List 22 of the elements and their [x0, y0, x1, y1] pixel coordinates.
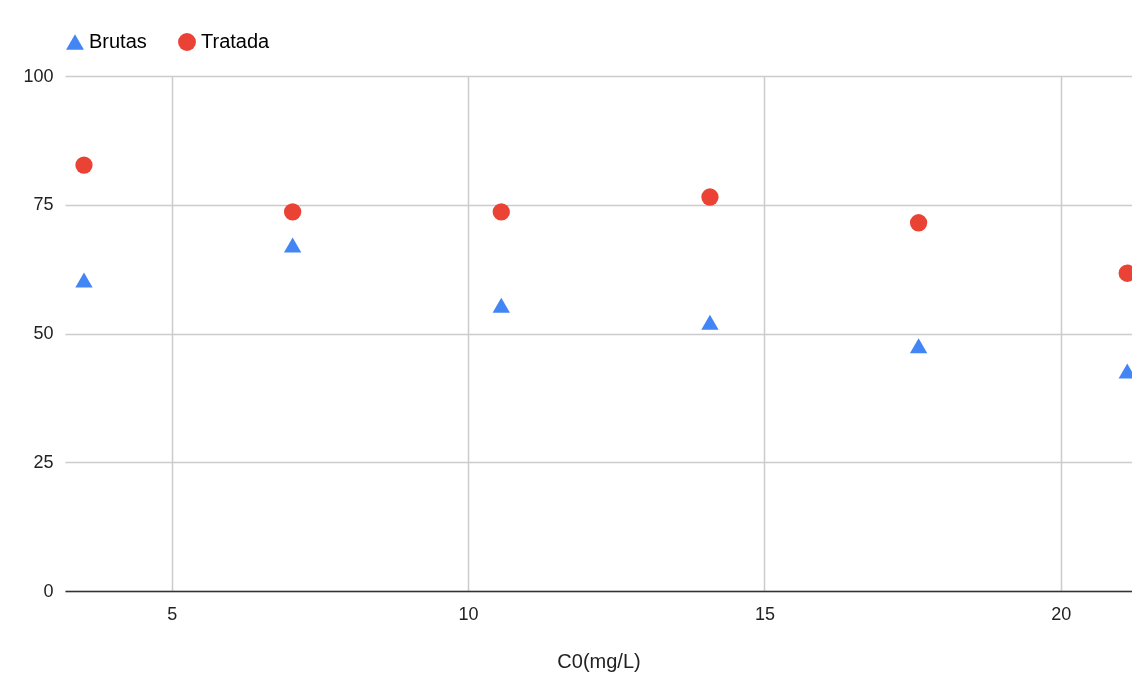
point	[283, 203, 302, 221]
y-tick-label: 25	[33, 451, 54, 472]
y-tick-label: 100	[23, 65, 54, 86]
point	[75, 156, 93, 174]
legend-label: Brutas	[89, 30, 147, 52]
x-tick-label: 5	[167, 603, 178, 624]
y-tick-label: 75	[33, 194, 54, 215]
x-axis-title: C0(mg/L)	[557, 649, 641, 672]
y-tick-label: 50	[33, 323, 54, 343]
point	[909, 338, 928, 354]
x-tick-label: 10	[458, 603, 479, 624]
point	[492, 203, 510, 221]
point	[701, 188, 719, 206]
point	[492, 297, 510, 313]
point	[283, 237, 302, 253]
legend-label: Tratada	[201, 30, 271, 52]
point	[701, 314, 719, 330]
x-tick-label: 20	[1051, 603, 1072, 624]
y-tick-label: 0	[43, 580, 54, 601]
point	[909, 214, 928, 232]
x-tick-label: 15	[754, 603, 775, 624]
point	[75, 272, 93, 288]
